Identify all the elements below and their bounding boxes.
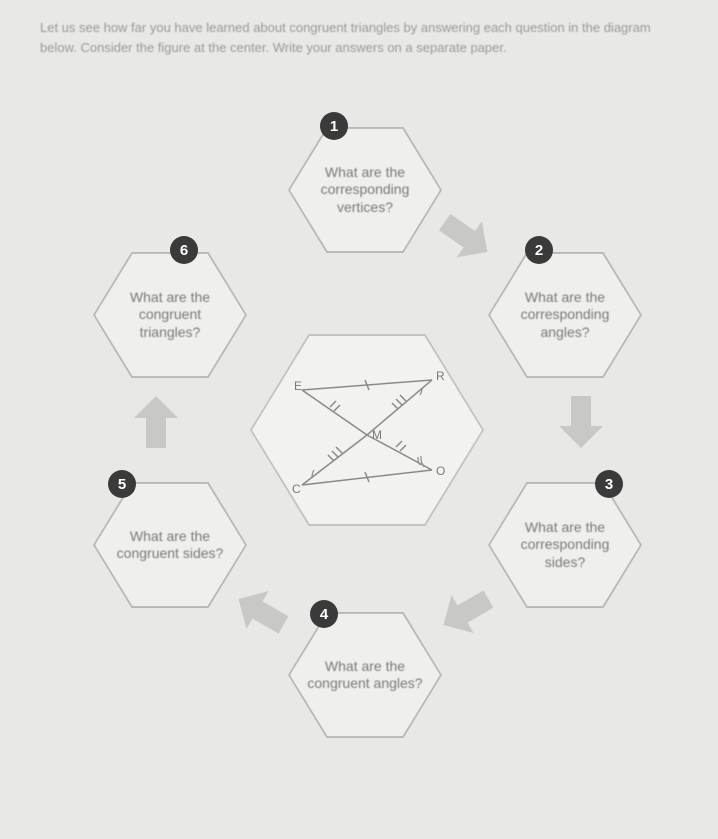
hex-3: What are the corresponding sides?: [490, 480, 640, 610]
hex-4-label: What are the congruent angles?: [290, 658, 440, 693]
badge-3: 3: [595, 470, 623, 498]
badge-4: 4: [310, 600, 338, 628]
vertex-M: M: [372, 428, 382, 442]
vertex-O: O: [436, 464, 445, 478]
center-figure: E R M C O: [272, 355, 462, 505]
vertex-C: C: [292, 482, 301, 496]
hex-6-label: What are the congruent triangles?: [95, 289, 245, 342]
hex-2-label: What are the corresponding angles?: [490, 289, 640, 342]
badge-6: 6: [170, 236, 198, 264]
hex-1: What are the corresponding vertices?: [290, 125, 440, 255]
arrow-4-5: [227, 580, 294, 644]
center-hex: E R M C O: [252, 330, 482, 530]
hex-1-label: What are the corresponding vertices?: [290, 164, 440, 217]
hexagon-diagram: What are the corresponding vertices? 1 W…: [0, 110, 718, 810]
hex-4: What are the congruent angles?: [290, 610, 440, 740]
hex-6: What are the congruent triangles?: [95, 250, 245, 380]
arrow-3-4: [432, 580, 499, 644]
badge-2: 2: [525, 236, 553, 264]
hex-2: What are the corresponding angles?: [490, 250, 640, 380]
hex-3-label: What are the corresponding sides?: [490, 519, 640, 572]
arrow-1-2: [432, 204, 500, 270]
hex-5-label: What are the congruent sides?: [95, 528, 245, 563]
arrow-5-6: [134, 396, 178, 448]
arrow-2-3: [559, 396, 603, 448]
badge-1: 1: [320, 112, 348, 140]
hex-5: What are the congruent sides?: [95, 480, 245, 610]
instructions-text: Let us see how far you have learned abou…: [40, 18, 678, 57]
vertex-E: E: [294, 379, 302, 393]
vertex-R: R: [436, 369, 445, 383]
badge-5: 5: [108, 470, 136, 498]
